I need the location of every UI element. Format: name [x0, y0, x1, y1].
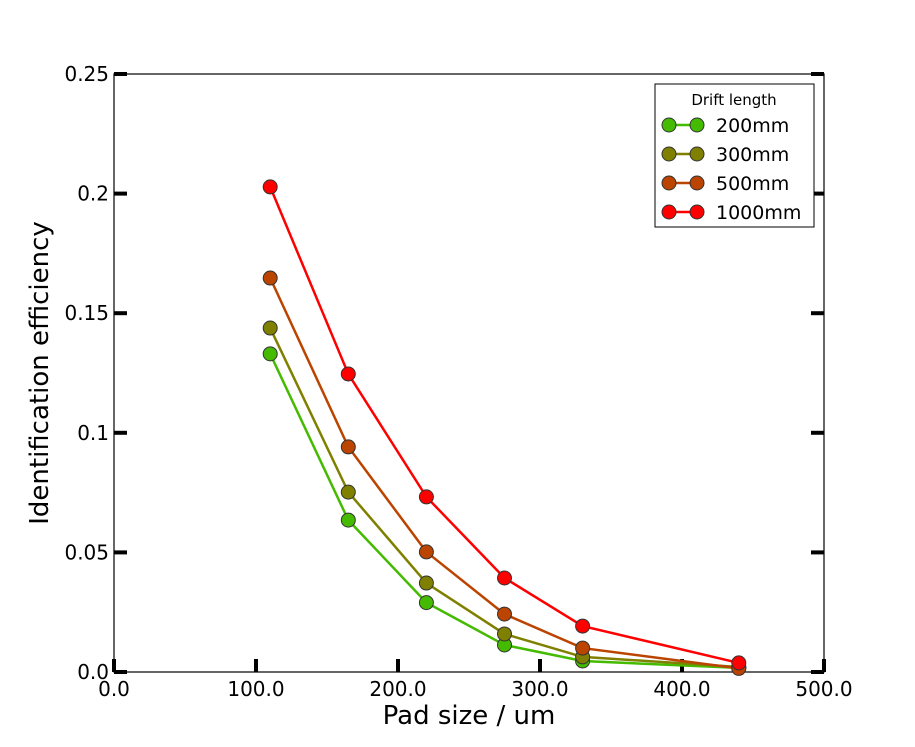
legend-marker	[661, 175, 677, 191]
legend-marker	[661, 146, 677, 162]
data-point-200mm	[340, 512, 356, 528]
data-point-300mm	[340, 484, 356, 500]
y-tick-label: 0.05	[64, 540, 109, 564]
y-tick-label: 0.25	[64, 62, 109, 86]
y-tick-label: 0.2	[77, 182, 109, 206]
x-tick-label: 300.0	[511, 677, 568, 701]
series-line-500mm	[269, 277, 739, 670]
x-axis-label: Pad size / um	[383, 701, 556, 731]
legend-label: 500mm	[716, 173, 789, 195]
data-point-500mm	[340, 439, 356, 455]
y-tick-label: 0.15	[64, 301, 109, 325]
x-tick-label: 200.0	[369, 677, 426, 701]
x-tick-label: 500.0	[795, 677, 852, 701]
data-point-1000mm	[497, 570, 512, 586]
data-point-500mm	[418, 544, 434, 560]
y-tick-label: 0.0	[77, 660, 109, 684]
series-line-300mm	[269, 327, 739, 669]
data-point-200mm	[262, 346, 278, 362]
y-axis-label: Identification efficiency	[25, 221, 55, 525]
legend-title: Drift length	[691, 91, 776, 109]
data-point-500mm	[262, 270, 278, 286]
data-point-500mm	[575, 640, 591, 656]
legend-box	[654, 83, 815, 228]
data-point-300mm	[418, 575, 434, 591]
legend-label: 300mm	[716, 144, 789, 166]
data-point-1000mm	[418, 489, 434, 505]
plot-frame	[113, 73, 825, 673]
x-tick-label: 100.0	[227, 677, 284, 701]
legend-label: 1000mm	[716, 202, 801, 224]
data-point-1000mm	[575, 618, 591, 634]
legend-marker	[689, 117, 705, 133]
data-point-1000mm	[340, 366, 356, 382]
legend-marker	[661, 204, 677, 220]
x-tick-label: 0.0	[98, 677, 130, 701]
legend-marker	[689, 204, 705, 220]
legend-marker	[661, 117, 677, 133]
data-point-1000mm	[731, 655, 747, 671]
series-line-200mm	[269, 353, 739, 670]
y-tick-label: 0.1	[77, 421, 109, 445]
series-line-1000mm	[269, 186, 740, 665]
legend-label: 200mm	[716, 115, 789, 137]
data-point-300mm	[497, 626, 512, 642]
data-point-1000mm	[262, 179, 278, 195]
data-point-200mm	[418, 595, 434, 611]
legend-marker	[689, 175, 705, 191]
data-point-500mm	[497, 606, 512, 622]
x-tick-label: 400.0	[653, 677, 710, 701]
legend-marker	[689, 146, 705, 162]
data-point-300mm	[262, 320, 278, 336]
